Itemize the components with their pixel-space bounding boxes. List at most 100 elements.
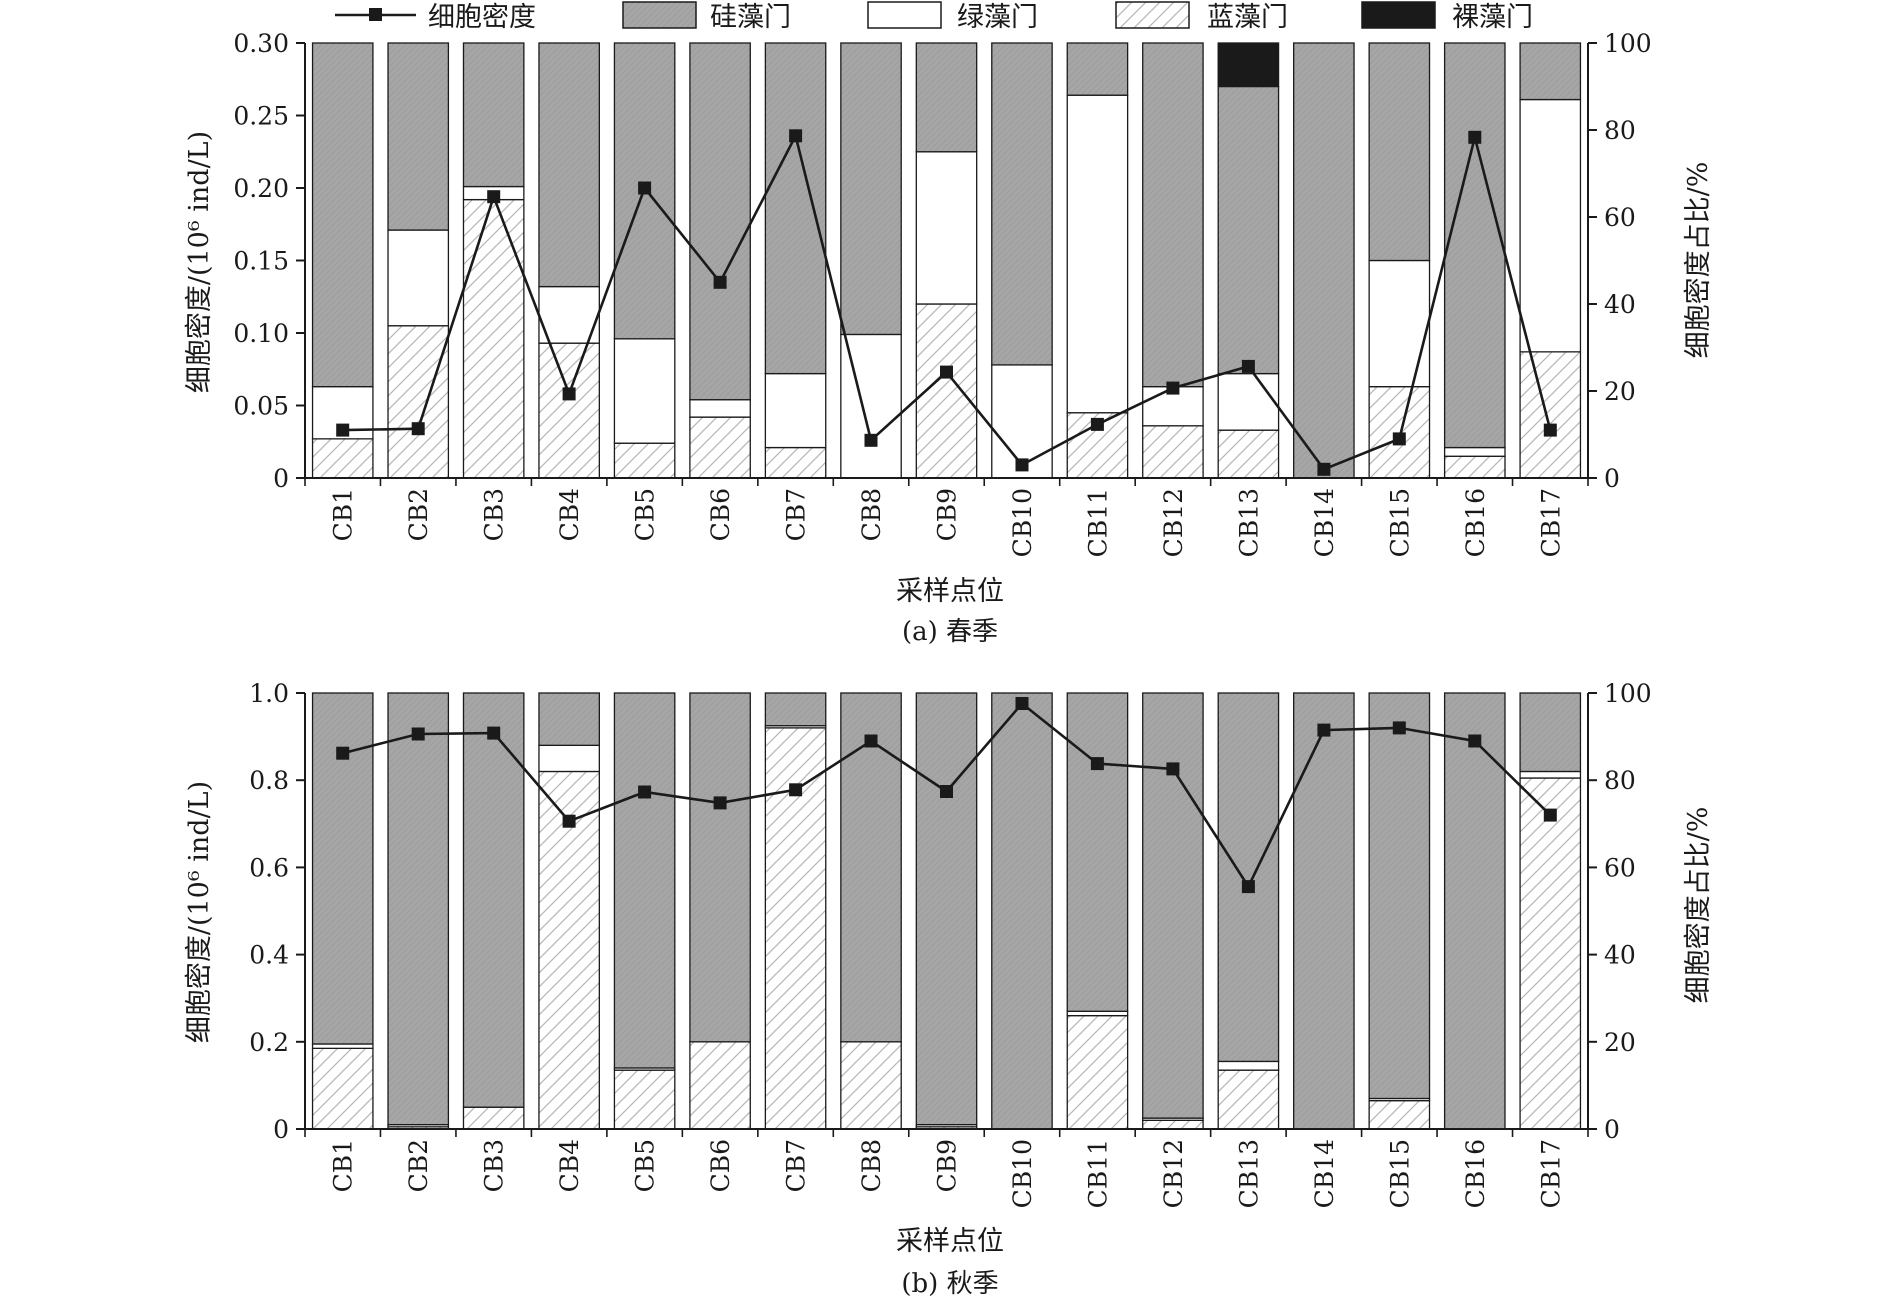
axes	[296, 692, 1597, 1137]
y2-tick-label: 60	[1604, 853, 1636, 882]
legend: 细胞密度 硅藻门 绿藻门 蓝藻门 裸藻门	[335, 1, 1533, 33]
stacked-bars	[311, 692, 1582, 1130]
x-tick-label: CB16	[1461, 1139, 1490, 1208]
bar-segment-cyan-cb4	[538, 770, 600, 1130]
bar-segment-green-cb15	[1368, 259, 1431, 388]
x-tick-label: CB6	[706, 1139, 735, 1192]
density-marker-cb15	[1392, 432, 1406, 446]
bar-segment-diatom-cb8	[840, 42, 902, 336]
density-marker-cb17	[1543, 423, 1557, 437]
x-tick-label: CB15	[1385, 1139, 1414, 1208]
density-line	[336, 697, 1557, 894]
tick-labels: CB1 CB2 CB3 CB4 CB5 CB6 CB7 CB8 CB9 CB10 CB11 CB12 C…	[233, 29, 1651, 557]
bar-segment-diatom-cb6	[689, 692, 751, 1043]
legend-label-density: 细胞密度	[428, 2, 536, 33]
x-tick-label: CB5	[631, 1139, 660, 1192]
density-marker-cb9	[940, 365, 953, 379]
bar-segment-diatom-cb15	[1368, 692, 1431, 1100]
bar-segment-euglena-cb13	[1217, 42, 1280, 88]
x-tick-label: CB4	[555, 1139, 584, 1192]
y2-tick-label: 0	[1604, 464, 1620, 493]
bar-segment-diatom-cb11	[1066, 692, 1129, 1012]
bar-segment-diatom-cb2	[387, 42, 450, 231]
y-tick-label: 0.4	[249, 941, 289, 970]
bar-segment-cyan-cb7	[764, 446, 827, 479]
legend-label-green: 绿藻门	[957, 2, 1038, 33]
bar-segment-diatom-cb13	[1217, 692, 1280, 1063]
x-tick-label: CB13	[1234, 1139, 1263, 1208]
bar-segment-green-cb4	[538, 285, 600, 344]
density-marker-cb13	[1241, 359, 1255, 373]
bar-segment-diatom-cb8	[840, 692, 902, 1043]
bar-segment-cyan-cb4	[538, 342, 600, 479]
legend-swatch-cyan	[1115, 1, 1190, 29]
legend-label-euglena: 裸藻门	[1452, 2, 1533, 33]
bar-segment-diatom-cb3	[462, 42, 525, 188]
density-marker-cb9	[940, 785, 953, 798]
bar-segment-cyan-cb6	[689, 1041, 751, 1130]
x-tick-label: CB3	[480, 1139, 509, 1192]
y-tick-label: 0	[273, 464, 289, 493]
y2-tick-label: 20	[1604, 1028, 1636, 1057]
bar-segment-diatom-cb13	[1217, 85, 1280, 375]
y-tick-label: 0.20	[233, 174, 289, 203]
bar-segment-cyan-cb15	[1368, 385, 1431, 479]
density-marker-cb7	[789, 783, 803, 797]
x-tick-label: CB11	[1083, 1139, 1112, 1208]
bar-segment-green-cb11	[1066, 1010, 1129, 1017]
tick-labels: CB1 CB2 CB3 CB4 CB5 CB6 CB7 CB8 CB9 CB10 CB11 CB12 C…	[249, 679, 1651, 1208]
legend-label-cyan: 蓝藻门	[1207, 2, 1288, 33]
x-tick-label: CB9	[933, 1139, 962, 1192]
x-tick-label: CB14	[1310, 488, 1339, 557]
density-marker-cb13	[1241, 880, 1255, 894]
y2-tick-label: 80	[1604, 766, 1636, 795]
bar-segment-green-cb7	[764, 372, 827, 449]
x-axis-title: 采样点位	[896, 1226, 1004, 1257]
y-tick-label: 1.0	[249, 679, 289, 708]
bar-segment-cyan-cb8	[840, 1041, 902, 1130]
bar-segment-diatom-cb7	[764, 692, 827, 727]
density-marker-cb16	[1468, 130, 1482, 144]
bar-segment-cyan-cb12	[1142, 425, 1204, 479]
bar-segment-cyan-cb11	[1066, 1014, 1129, 1130]
y2-tick-label: 100	[1604, 679, 1652, 708]
x-tick-label: CB1	[329, 488, 358, 541]
bar-segment-diatom-cb6	[689, 42, 751, 401]
density-marker-cb4	[562, 814, 576, 828]
legend-label-diatom: 硅藻门	[710, 2, 791, 33]
bar-segment-diatom-cb14	[1293, 692, 1355, 1130]
density-marker-cb15	[1392, 721, 1406, 735]
bar-segment-cyan-cb12	[1142, 1119, 1204, 1130]
bar-segment-green-cb16	[1443, 446, 1506, 457]
density-marker-cb3	[487, 726, 501, 740]
legend-marker-swatch	[369, 8, 382, 21]
bar-segment-diatom-cb14	[1293, 42, 1355, 479]
bar-segment-diatom-cb9	[915, 42, 978, 153]
density-marker-cb11	[1090, 757, 1104, 771]
y-tick-label: 0.15	[233, 247, 289, 276]
bar-segment-green-cb8	[840, 333, 902, 479]
y2-tick-label: 20	[1604, 377, 1636, 406]
bar-segment-diatom-cb10	[991, 42, 1053, 366]
bar-segment-cyan-cb1	[311, 1047, 374, 1130]
density-marker-cb8	[864, 433, 878, 447]
bar-segment-cyan-cb17	[1519, 777, 1582, 1130]
bar-segment-cyan-cb5	[613, 1069, 676, 1130]
x-tick-label: CB13	[1234, 488, 1263, 557]
bar-segment-cyan-cb3	[462, 198, 525, 479]
bar-segment-green-cb9	[915, 151, 978, 305]
x-tick-label: CB6	[706, 488, 735, 541]
density-marker-cb1	[336, 423, 350, 437]
x-tick-label: CB15	[1385, 488, 1414, 557]
bar-segment-cyan-cb13	[1217, 1069, 1280, 1130]
legend-swatch-green	[867, 1, 942, 29]
bar-segment-diatom-cb16	[1443, 692, 1506, 1130]
density-marker-cb10	[1015, 458, 1029, 472]
bar-segment-cyan-cb16	[1443, 455, 1506, 479]
y2-tick-label: 40	[1604, 941, 1636, 970]
legend-item-cyan: 蓝藻门	[1115, 1, 1288, 33]
x-axis-title: 采样点位	[896, 576, 1004, 607]
x-tick-label: CB8	[857, 488, 886, 541]
legend-swatch-diatom	[622, 1, 697, 29]
bar-segment-diatom-cb4	[538, 692, 600, 746]
